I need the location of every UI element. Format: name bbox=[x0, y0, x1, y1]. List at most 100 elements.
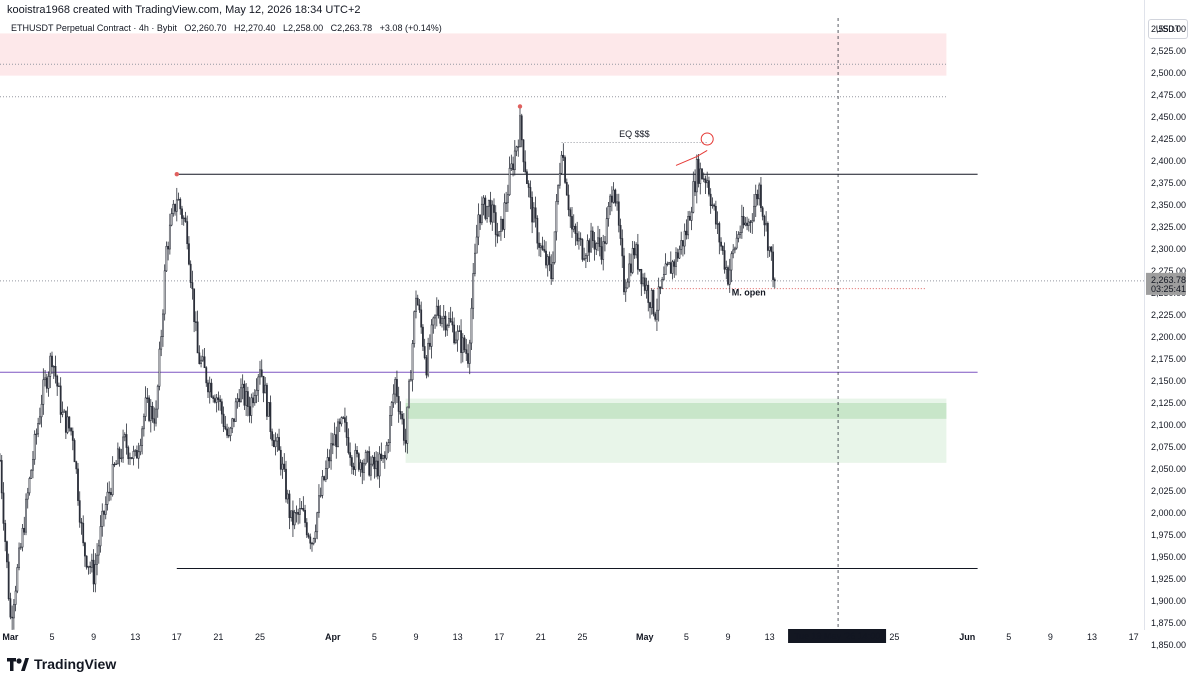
candle-body bbox=[678, 248, 681, 259]
candle-body bbox=[78, 500, 81, 523]
candle-body bbox=[439, 315, 442, 324]
candle-body bbox=[662, 274, 665, 280]
candle-body bbox=[746, 222, 748, 226]
candle-body bbox=[519, 115, 521, 147]
candle-body bbox=[616, 201, 618, 204]
candle-body bbox=[749, 221, 752, 223]
candle-body bbox=[297, 512, 300, 515]
time-axis[interactable]: Mar 5 9 13 17 21 25 Apr 5 9 13 17 21 25 May 5 9 13 25 Jun 5 9… bbox=[2, 629, 1139, 643]
candle-body bbox=[623, 255, 625, 293]
candle-body bbox=[761, 207, 764, 217]
candle-body bbox=[162, 313, 164, 337]
candle-body bbox=[58, 385, 60, 388]
candle-body bbox=[567, 194, 570, 211]
candle-body bbox=[666, 263, 669, 265]
time-tick-label: 5 bbox=[372, 632, 377, 642]
candle-body bbox=[430, 324, 433, 347]
candle-body bbox=[44, 377, 46, 381]
tradingview-logo[interactable]: TradingView bbox=[7, 656, 116, 672]
candle-body bbox=[182, 217, 185, 220]
time-tick-label: 21 bbox=[536, 632, 546, 642]
time-tick-label: Jun bbox=[959, 632, 975, 642]
candle-body bbox=[151, 405, 154, 420]
candle-body bbox=[11, 616, 14, 619]
candle-body bbox=[63, 410, 66, 413]
candle-body bbox=[396, 379, 398, 397]
candle-body bbox=[281, 463, 284, 470]
candle-body bbox=[103, 510, 105, 515]
candle-body bbox=[350, 457, 353, 467]
candle-body bbox=[118, 448, 121, 459]
candle-body bbox=[298, 508, 301, 515]
candle-body bbox=[149, 405, 152, 421]
candle-body bbox=[737, 234, 740, 239]
candle-body bbox=[373, 456, 376, 470]
candle-body bbox=[517, 146, 520, 148]
currency-button[interactable]: USDT bbox=[1148, 19, 1188, 39]
candle-body bbox=[220, 401, 223, 415]
candle-body bbox=[612, 189, 615, 203]
price-tick-label: 2,325.00 bbox=[1151, 222, 1186, 232]
candle-body bbox=[200, 359, 202, 364]
monthly-open-label: M. open bbox=[732, 288, 766, 298]
candle-body bbox=[231, 418, 234, 429]
candle-body bbox=[716, 223, 719, 225]
candle-body bbox=[307, 534, 310, 538]
candle-body bbox=[458, 330, 461, 332]
candle-body bbox=[198, 352, 201, 364]
candle-body bbox=[338, 421, 341, 425]
candle-body bbox=[638, 268, 641, 271]
candle-body bbox=[579, 237, 582, 240]
candle-body bbox=[711, 204, 714, 207]
candle-body bbox=[562, 154, 565, 158]
candle-body bbox=[706, 180, 709, 184]
candle-body bbox=[576, 233, 579, 242]
candle-body bbox=[756, 193, 759, 200]
candle-body bbox=[92, 559, 95, 585]
candle-body bbox=[546, 256, 549, 266]
time-tick-label: 13 bbox=[1087, 632, 1097, 642]
candle-body bbox=[252, 397, 254, 404]
candle-body bbox=[560, 154, 563, 174]
supply-zone bbox=[0, 33, 947, 76]
price-axis[interactable]: 2,550.00 2,525.00 2,500.00 2,475.00 2,450.00… bbox=[1146, 24, 1186, 650]
candle-body bbox=[54, 366, 57, 377]
crosshair-time-badge bbox=[788, 629, 887, 643]
candle-body bbox=[510, 163, 513, 169]
candle-body bbox=[522, 139, 525, 163]
candle-body bbox=[210, 382, 213, 398]
candle-body bbox=[728, 269, 731, 285]
candle-body bbox=[595, 243, 598, 250]
zones-layer bbox=[0, 33, 947, 463]
candle-body bbox=[366, 451, 369, 453]
candle-body bbox=[597, 237, 599, 244]
candle-body bbox=[191, 282, 194, 290]
candle-body bbox=[222, 413, 225, 427]
candle-body bbox=[70, 427, 72, 432]
price-tick-label: 2,025.00 bbox=[1151, 486, 1186, 496]
candle-body bbox=[361, 462, 364, 473]
candle-body bbox=[302, 508, 305, 511]
candle-body bbox=[494, 212, 497, 235]
candle-body bbox=[347, 437, 350, 453]
candle-body bbox=[84, 542, 86, 557]
candle-body bbox=[642, 277, 644, 285]
candle-body bbox=[139, 445, 142, 453]
pivot-marker bbox=[174, 172, 179, 177]
candle-body bbox=[760, 184, 762, 209]
candle-body bbox=[489, 199, 492, 223]
price-tick-label: 1,900.00 bbox=[1151, 596, 1186, 606]
candle-body bbox=[732, 249, 735, 255]
candle-body bbox=[311, 542, 313, 545]
candle-body bbox=[32, 459, 34, 471]
candle-body bbox=[37, 422, 40, 435]
symbol-title[interactable]: ETHUSDT Perpetual Contract · 4h · Bybit bbox=[11, 23, 177, 33]
candle-body bbox=[470, 307, 473, 344]
high-value: H2,270.40 bbox=[233, 23, 276, 33]
price-tick-label: 2,175.00 bbox=[1151, 354, 1186, 364]
candle-body bbox=[524, 161, 527, 173]
price-tick-label: 2,000.00 bbox=[1151, 508, 1186, 518]
candle-body bbox=[300, 508, 303, 510]
candle-body bbox=[9, 598, 12, 618]
